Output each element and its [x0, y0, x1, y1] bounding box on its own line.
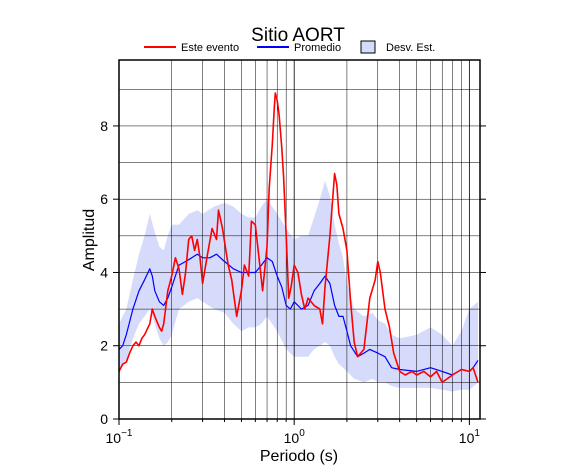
- legend-label-promedio: Promedio: [294, 42, 341, 54]
- legend-label-desv-est: Desv. Est.: [386, 42, 435, 54]
- legend: Este evento Promedio Desv. Est.: [144, 40, 435, 54]
- axes-frame-layer: [118, 59, 481, 420]
- y-tick-label: 2: [100, 338, 108, 354]
- std-dev-band: [119, 180, 478, 392]
- x-tick-label: 100: [284, 428, 306, 446]
- y-axis-label: Amplitud: [81, 209, 98, 271]
- y-tick-label: 4: [100, 264, 108, 280]
- y-tick-label: 0: [100, 411, 108, 427]
- x-tick-label: 10−1: [106, 428, 133, 446]
- y-tick-label: 8: [100, 118, 108, 134]
- plot-frame: [118, 59, 481, 420]
- series-layer: [118, 92, 479, 384]
- chart-title: Sitio AORT: [251, 25, 345, 46]
- series-line-este-evento: [118, 92, 479, 384]
- std-dev-band-layer: [119, 180, 478, 392]
- legend-label-este-evento: Este evento: [181, 42, 239, 54]
- y-tick-label: 6: [100, 191, 108, 207]
- grid-layer: [119, 60, 480, 419]
- legend-swatch-desv-est: [360, 40, 376, 54]
- x-tick-label: 101: [459, 428, 481, 446]
- series-line-promedio: [118, 253, 479, 376]
- x-axis-label: Periodo (s): [260, 448, 338, 465]
